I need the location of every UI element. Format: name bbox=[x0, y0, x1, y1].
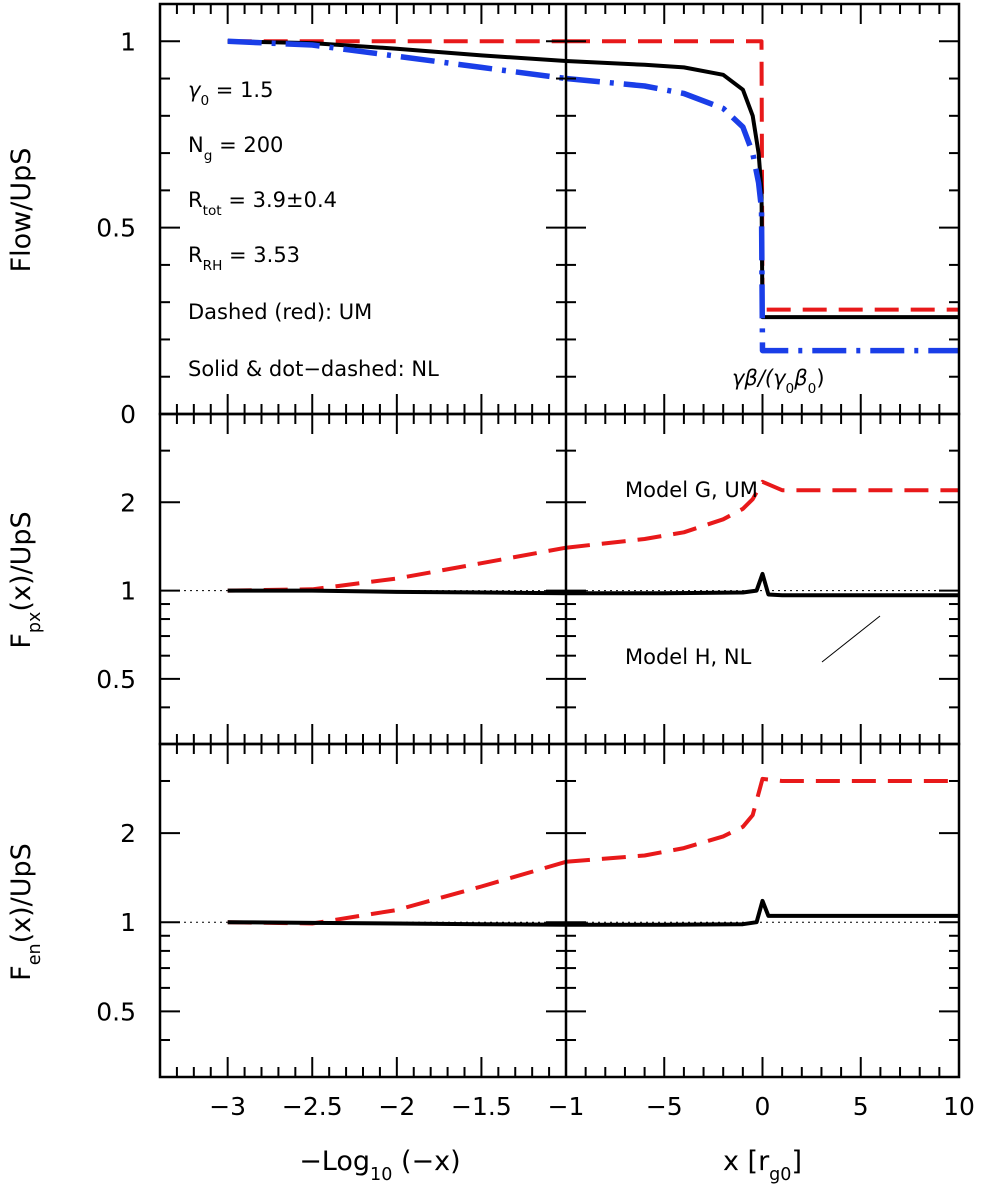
annotation-ng: Ng = 200 bbox=[188, 133, 283, 164]
x-axis-title-right: x [rg0] bbox=[723, 1146, 802, 1185]
x-tick-label-left: −1.5 bbox=[451, 1092, 512, 1121]
y-axis-title-middle: Fpx(x)/UpS bbox=[6, 511, 45, 648]
annotation-rtot: Rtot = 3.9±0.4 bbox=[188, 188, 337, 219]
annotation-dashed: Dashed (red): UM bbox=[188, 300, 372, 324]
text-layer: 0 0.5 1 0.5 1 2 0.5 1 2 −3 −2.5 −2 −1.5 −1 −5 0 5 10 −Log1… bbox=[6, 27, 975, 1185]
y-tick-label-1: 1 bbox=[120, 577, 136, 606]
series-solid-left-panel-2 bbox=[227, 920, 567, 927]
series-dotdash-right-panel-0 bbox=[565, 75, 959, 354]
y-tick-label-1: 0.5 bbox=[96, 665, 136, 694]
y-axis-title-top: Flow/UpS bbox=[6, 148, 37, 273]
x-tick-label-right: 0 bbox=[755, 1092, 771, 1121]
x-tick-label-left: −2.5 bbox=[282, 1092, 343, 1121]
series-solid-left-panel-0 bbox=[227, 39, 567, 63]
annotation-gamma-beta: γβ/(γ0β0) bbox=[732, 366, 825, 397]
series-dashed-left-panel-2 bbox=[227, 859, 567, 926]
x-tick-label-right: 5 bbox=[853, 1092, 869, 1121]
series-solid-right-panel-1 bbox=[566, 571, 959, 598]
frame-layer bbox=[158, 2, 961, 1079]
y-axis-title-bottom: Fen(x)/UpS bbox=[6, 843, 45, 981]
y-tick-label-1: 2 bbox=[120, 488, 136, 517]
plot-content bbox=[160, 38, 959, 927]
series-solid-left-panel-1 bbox=[227, 588, 567, 596]
label-model-h: Model H, NL bbox=[625, 645, 752, 669]
series-dashed-right-panel-2 bbox=[565, 776, 959, 864]
annotation-rrh: RRH = 3.53 bbox=[188, 243, 300, 274]
y-tick-label-0: 0.5 bbox=[96, 214, 136, 243]
panel-frame-2 bbox=[158, 742, 961, 1079]
x-tick-label-left: −2 bbox=[378, 1092, 415, 1121]
x-tick-label-left: −3 bbox=[209, 1092, 246, 1121]
annotation-solid: Solid & dot−dashed: NL bbox=[188, 357, 439, 381]
series-dashed-left-panel-1 bbox=[227, 545, 567, 593]
y-tick-label-0: 0 bbox=[120, 400, 136, 429]
y-tick-label-2: 2 bbox=[120, 819, 136, 848]
label-model-g: Model G, UM bbox=[625, 478, 758, 502]
series-solid-right-panel-2 bbox=[566, 898, 959, 927]
y-tick-label-2: 1 bbox=[120, 908, 136, 937]
x-tick-label-right: 10 bbox=[943, 1092, 975, 1121]
annotation-gamma: γ0 = 1.5 bbox=[188, 78, 273, 109]
x-tick-label-left: −1 bbox=[548, 1092, 585, 1121]
x-axis-title-left: −Log10 (−x) bbox=[299, 1146, 460, 1185]
series-dashed-right-panel-1 bbox=[565, 479, 959, 550]
model-h-pointer bbox=[821, 615, 881, 663]
y-tick-label-0: 1 bbox=[120, 27, 136, 56]
x-tick-label-right: −5 bbox=[646, 1092, 683, 1121]
y-tick-label-2: 0.5 bbox=[96, 997, 136, 1026]
panel-frame-1 bbox=[158, 412, 961, 746]
